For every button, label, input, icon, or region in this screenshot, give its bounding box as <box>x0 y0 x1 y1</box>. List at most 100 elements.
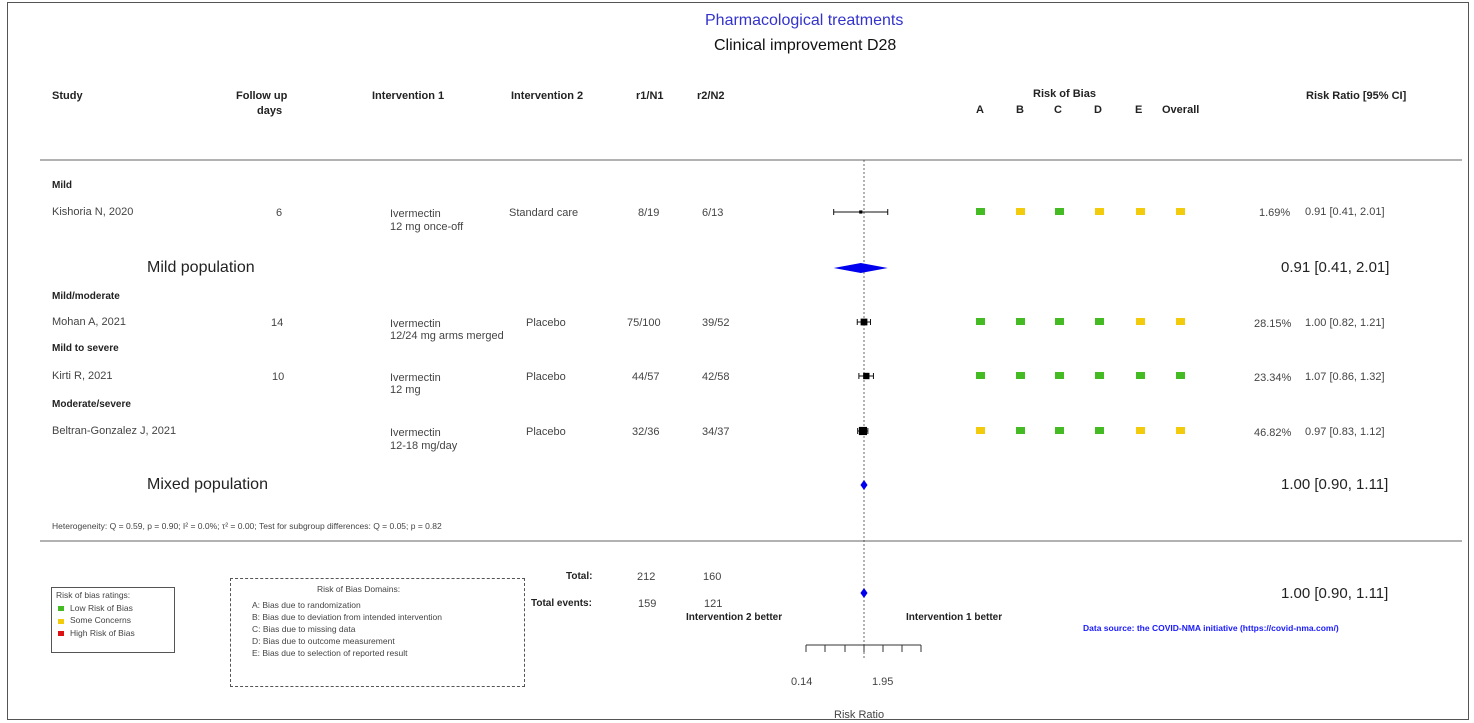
rob-square <box>1176 427 1185 434</box>
study-intervention1-dose: 12-18 mg/day <box>390 440 458 452</box>
axis-right-label: Intervention 1 better <box>906 612 1003 623</box>
rob-square <box>1055 372 1064 379</box>
legend-label-low: Low Risk of Bias <box>70 603 133 613</box>
subgroup-label-mixed: Mixed population <box>147 476 268 493</box>
rob-square <box>1136 208 1145 215</box>
study-point <box>858 426 868 436</box>
study-r1n1: 75/100 <box>627 317 661 329</box>
figure-frame <box>7 2 1469 720</box>
rob-square <box>976 372 985 379</box>
study-intervention1-dose: 12 mg <box>390 384 421 396</box>
study-r1n1: 44/57 <box>632 371 660 383</box>
study-ci: 0.91 [0.41, 2.01] <box>1305 206 1385 218</box>
group-label-mild: Mild <box>52 180 72 191</box>
total-events-r2: 121 <box>704 598 723 610</box>
rob-square <box>1136 372 1145 379</box>
axis-tick-label: 1.95 <box>872 676 894 688</box>
header-rob-d: D <box>1094 104 1102 116</box>
rob-square <box>1055 318 1064 325</box>
subgroup-ci-mild: 0.91 [0.41, 2.01] <box>1281 259 1390 276</box>
header-intervention2: Intervention 2 <box>511 90 584 102</box>
study-followup: 10 <box>272 371 285 383</box>
rob-square <box>1055 208 1064 215</box>
axis-tick-label: 0.14 <box>791 676 813 688</box>
overall-diamond <box>860 588 868 598</box>
study-name: Mohan A, 2021 <box>52 316 127 328</box>
study-ci: 1.00 [0.82, 1.21] <box>1305 317 1385 329</box>
chart-subtitle: Clinical improvement D28 <box>714 37 897 54</box>
total-events-r1: 159 <box>638 598 657 610</box>
header-rob-overall: Overall <box>1162 104 1200 116</box>
header-study: Study <box>52 90 83 102</box>
study-intervention2: Placebo <box>526 426 566 438</box>
header-rob-b: B <box>1016 104 1024 116</box>
header-intervention1: Intervention 1 <box>372 90 445 102</box>
study-followup: 6 <box>276 207 283 219</box>
rob-square <box>976 208 985 215</box>
legend-label-high: High Risk of Bias <box>70 628 135 638</box>
total-r1: 212 <box>637 571 656 583</box>
header-rob-c: C <box>1054 104 1062 116</box>
study-r1n1: 8/19 <box>638 207 660 219</box>
header-r1n1: r1/N1 <box>636 90 664 102</box>
study-r2n2: 42/58 <box>702 371 730 383</box>
group-label-mild-moderate: Mild/moderate <box>52 291 120 302</box>
study-intervention1-dose: 12 mg once-off <box>390 221 464 233</box>
study-weight: 23.34% <box>1254 372 1292 384</box>
rob-domain-b: B: Bias due to deviation from intended i… <box>252 612 442 622</box>
study-weight: 46.82% <box>1254 427 1292 439</box>
study-intervention1: Ivermectin <box>390 427 441 439</box>
header-followup: Follow up <box>236 90 288 102</box>
header-rob-title: Risk of Bias <box>1033 88 1096 100</box>
header-risk-ratio: Risk Ratio [95% CI] <box>1306 90 1407 102</box>
study-intervention1-dose: 12/24 mg arms merged <box>390 330 504 342</box>
rob-square <box>1095 208 1104 215</box>
rob-square <box>1016 372 1025 379</box>
study-name: Kirti R, 2021 <box>52 370 113 382</box>
overall-ci: 1.00 [0.90, 1.11] <box>1281 585 1389 602</box>
rob-domains-title: Risk of Bias Domains: <box>317 584 401 594</box>
rob-square <box>1016 427 1025 434</box>
study-ci: 0.97 [0.83, 1.12] <box>1305 426 1385 438</box>
rob-square <box>1136 427 1145 434</box>
rob-domain-e: E: Bias due to selection of reported res… <box>252 648 408 658</box>
legend-label-some: Some Concerns <box>70 615 131 625</box>
header-followup-days: days <box>257 105 283 117</box>
study-point <box>859 210 863 214</box>
study-intervention1: Ivermectin <box>390 372 441 384</box>
rob-square <box>976 427 985 434</box>
rob-square <box>1095 372 1104 379</box>
study-point <box>863 372 870 380</box>
rob-square <box>1176 208 1185 215</box>
rob-domain-d: D: Bias due to outcome measurement <box>252 636 395 646</box>
subgroup-label-mild: Mild population <box>147 259 255 276</box>
subgroup-diamond-mixed <box>860 480 868 490</box>
rob-domain-a: A: Bias due to randomization <box>252 600 361 610</box>
study-weight: 28.15% <box>1254 318 1292 330</box>
heterogeneity-text: Heterogeneity: Q = 0.59, p = 0.90; I² = … <box>52 521 442 531</box>
study-intervention2: Placebo <box>526 371 566 383</box>
study-r2n2: 34/37 <box>702 426 730 438</box>
rob-domains-box <box>230 578 525 687</box>
study-weight: 1.69% <box>1259 207 1291 219</box>
rob-legend-title: Risk of bias ratings: <box>56 590 131 600</box>
rob-domain-c: C: Bias due to missing data <box>252 624 356 634</box>
rob-square <box>1055 427 1064 434</box>
rob-legend <box>51 587 175 653</box>
rob-square <box>976 318 985 325</box>
subgroup-diamond-mild <box>833 263 888 273</box>
subgroup-ci-mixed: 1.00 [0.90, 1.11] <box>1281 476 1389 493</box>
study-name: Kishoria N, 2020 <box>52 206 134 218</box>
rob-square <box>1016 208 1025 215</box>
legend-swatch-low <box>58 606 64 611</box>
study-intervention2: Placebo <box>526 317 566 329</box>
data-source-text: Data source: the COVID-NMA initiative (h… <box>1083 623 1339 633</box>
legend-swatch-high <box>58 631 64 636</box>
total-label: Total: <box>566 571 593 582</box>
header-rob-a: A <box>976 104 984 116</box>
group-label-moderate-severe: Moderate/severe <box>52 399 131 410</box>
rob-square <box>1136 318 1145 325</box>
study-point <box>860 318 868 326</box>
rob-square <box>1095 318 1104 325</box>
